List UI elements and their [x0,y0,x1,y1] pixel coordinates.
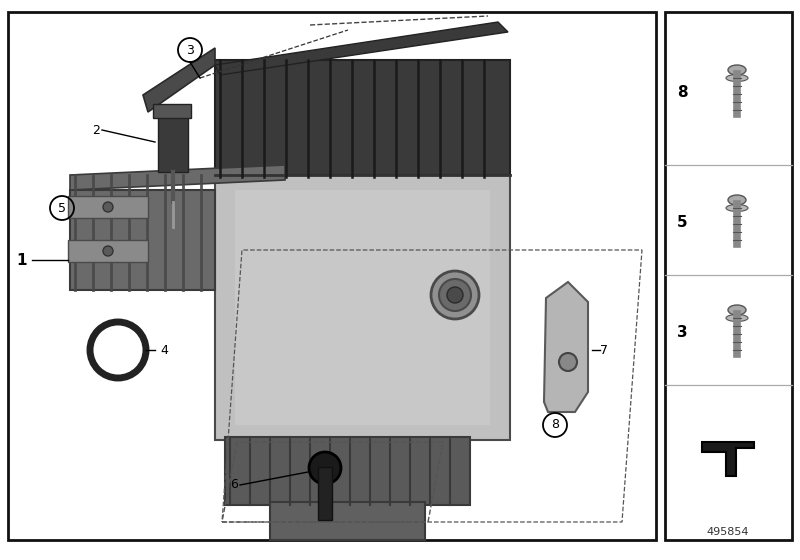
Text: 8: 8 [551,418,559,432]
Ellipse shape [726,204,748,212]
Text: 1: 1 [17,253,27,268]
Bar [215,60,510,175]
Text: 7: 7 [600,343,608,357]
Circle shape [431,271,479,319]
Polygon shape [544,282,588,412]
Text: 8: 8 [677,85,687,100]
Ellipse shape [728,65,746,75]
Text: 2: 2 [92,124,100,137]
Polygon shape [143,48,215,112]
Polygon shape [215,22,508,75]
Bar [70,190,215,290]
Ellipse shape [728,305,746,315]
Bar [665,12,792,540]
Bar [158,117,188,172]
Bar [153,104,191,118]
Bar [235,190,490,425]
Bar [318,467,332,520]
Circle shape [447,287,463,303]
Circle shape [103,246,113,256]
Bar [68,240,148,262]
Ellipse shape [726,315,748,321]
Ellipse shape [728,195,746,205]
Bar [8,12,656,540]
Circle shape [103,202,113,212]
Polygon shape [70,165,285,190]
Text: 495854: 495854 [706,527,750,537]
Circle shape [559,353,577,371]
Text: 3: 3 [186,44,194,57]
Text: 3: 3 [677,324,687,339]
Circle shape [309,452,341,484]
Text: 5: 5 [677,214,687,230]
Text: 5: 5 [58,202,66,214]
Text: 4: 4 [160,343,168,357]
Circle shape [439,279,471,311]
Ellipse shape [726,74,748,82]
Bar [270,502,425,540]
Bar [68,196,148,218]
Polygon shape [702,442,754,476]
Text: 6: 6 [230,478,238,492]
Bar [215,175,510,440]
Bar [225,437,470,505]
